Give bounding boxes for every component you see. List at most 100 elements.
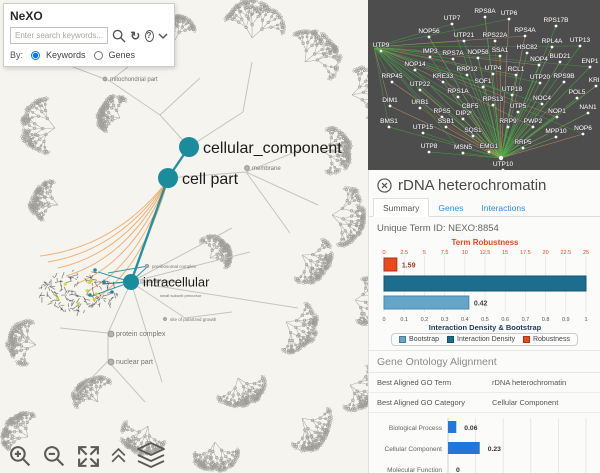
gene-node[interactable] [450,22,454,26]
gene-node-label[interactable]: SOF1 [474,77,493,86]
gene-node[interactable] [538,81,542,85]
gene-node-label[interactable]: DIP2 [455,109,471,118]
gene-node-label[interactable]: UTP15 [412,123,434,132]
gene-node[interactable] [456,95,460,99]
gene-node-label[interactable]: NOC4 [532,94,552,103]
gene-node[interactable] [540,102,544,106]
fit-view-icon[interactable] [76,444,101,469]
gene-node-label[interactable]: DIM1 [381,96,399,105]
gene-node-label[interactable]: HSC82 [516,43,539,52]
gene-node[interactable] [388,104,392,108]
tab-genes[interactable]: Genes [438,203,464,213]
gene-node-label[interactable]: IMP3 [422,47,439,56]
gene-node-label[interactable]: UTP7 [443,14,462,23]
gene-node-label[interactable]: BMS1 [379,117,399,126]
gene-node-label[interactable]: UTP8 [420,142,439,151]
gene-node[interactable] [586,111,590,115]
gene-node[interactable] [516,110,520,114]
search-icon[interactable] [112,28,126,43]
gene-node-label[interactable]: RPS4A [514,26,538,35]
gene-node[interactable] [501,168,505,170]
gene-node[interactable] [451,57,455,61]
gene-node[interactable] [487,150,491,154]
gene-node-label[interactable]: RRP12 [456,65,479,74]
gene-node-label[interactable]: RPS1A [447,87,471,96]
gene-node-label[interactable]: UTP22 [409,80,431,89]
zoom-in-icon[interactable] [8,444,33,469]
gene-node[interactable] [461,117,465,121]
gene-node-label[interactable]: RPS8A [474,7,498,16]
gene-node-label[interactable]: NOP6 [573,124,593,133]
gene-node[interactable] [575,96,579,100]
gene-node-label[interactable]: URB1 [411,98,430,107]
gene-node[interactable] [441,80,445,84]
help-icon[interactable]: ? [144,29,154,42]
gene-node[interactable] [418,88,422,92]
gene-node[interactable] [440,115,444,119]
ontology-term-label[interactable]: preribosomal complex [152,264,197,269]
gene-node[interactable] [468,110,472,114]
gene-node[interactable] [523,34,527,38]
gene-node[interactable] [462,39,466,43]
ontology-term-label[interactable]: nuclear part [116,359,153,366]
gene-node[interactable] [476,56,480,60]
gene-node[interactable] [471,134,475,138]
gene-node-label[interactable]: NOP4 [529,55,549,64]
gene-node-label[interactable]: BUD21 [549,52,572,61]
tab-summary[interactable]: Summary [373,198,430,217]
gene-node[interactable] [555,115,559,119]
gene-node-label[interactable]: KRE33 [432,72,455,81]
gene-node[interactable] [427,150,431,154]
gene-node[interactable] [507,17,511,21]
ontology-node-label[interactable]: intracellular [143,275,210,290]
gene-node[interactable] [554,24,558,28]
ontology-term-label[interactable]: ribosomal subunit [140,279,176,284]
gene-node[interactable] [558,60,562,64]
gene-node-label[interactable]: RPS9B [553,72,576,81]
legend-item-robustness[interactable]: Robustness [522,336,570,343]
zoom-out-icon[interactable] [42,444,67,469]
gene-node[interactable] [594,84,598,88]
ontology-term-label[interactable]: site of polarized growth [170,317,217,322]
gene-node[interactable] [379,49,383,53]
gene-node-label[interactable]: RRP45 [381,72,404,81]
gene-node[interactable] [390,80,394,84]
gene-node[interactable] [506,125,510,129]
chevron-down-icon[interactable] [158,28,169,43]
gene-node[interactable] [428,55,432,59]
gene-node[interactable] [418,106,422,110]
gene-node[interactable] [421,131,425,135]
ontology-node-label[interactable]: cell part [182,171,239,188]
gene-node-label[interactable]: UTP5 [509,102,528,111]
gene-node[interactable] [525,51,529,55]
gene-node-label[interactable]: NOP1 [547,107,567,116]
gene-node-label[interactable]: RPS22A [482,31,509,40]
gene-node-label[interactable]: PWP2 [523,117,543,126]
gene-node-label[interactable]: CBF5 [461,102,480,111]
gene-node[interactable] [578,44,582,48]
gene-node[interactable] [461,151,465,155]
search-input[interactable] [10,27,108,44]
gene-node-label[interactable]: MPP10 [545,127,568,136]
gene-node[interactable] [427,35,431,39]
refresh-icon[interactable]: ↻ [130,28,141,43]
gene-node[interactable] [444,125,448,129]
gene-node-label[interactable]: UTP21 [453,31,475,40]
gene-node-label[interactable]: UTP20 [529,73,551,82]
ontology-node[interactable] [158,168,178,188]
layers-icon[interactable] [136,442,166,470]
gene-node[interactable] [493,39,497,43]
gene-node-label[interactable]: NOP56 [418,27,441,36]
ontology-node[interactable] [179,137,199,157]
gene-node[interactable] [491,72,495,76]
gene-node-label[interactable]: EMG1 [479,142,499,151]
legend-item-interaction-density[interactable]: Interaction Density [447,336,515,343]
gene-node-label[interactable]: UTP10 [492,160,514,169]
gene-node-label[interactable]: RPS17B [543,16,570,25]
gene-node-label[interactable]: RRP9 [499,117,518,126]
gene-node-label[interactable]: POL5 [568,88,587,97]
collapse-icon[interactable] [110,447,127,466]
gene-node[interactable] [537,63,541,67]
tab-interactions[interactable]: Interactions [481,203,526,213]
